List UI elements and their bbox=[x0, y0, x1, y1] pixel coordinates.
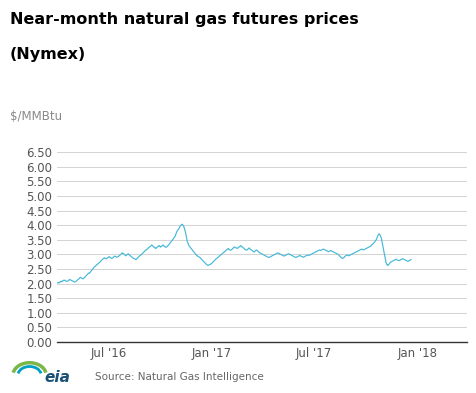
Text: Near-month natural gas futures prices: Near-month natural gas futures prices bbox=[10, 12, 357, 27]
Text: eia: eia bbox=[44, 370, 70, 385]
Text: Source: Natural Gas Intelligence: Source: Natural Gas Intelligence bbox=[95, 372, 264, 382]
Text: (Nymex): (Nymex) bbox=[10, 47, 86, 62]
Text: $/MMBtu: $/MMBtu bbox=[10, 110, 61, 123]
